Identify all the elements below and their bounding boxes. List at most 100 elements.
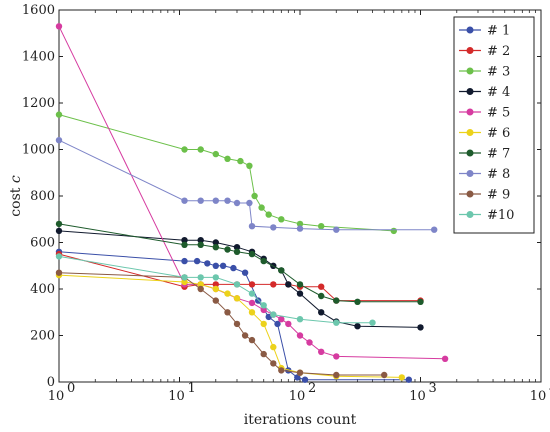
legend-label: # 1 bbox=[487, 24, 510, 39]
data-point bbox=[333, 371, 340, 379]
data-point bbox=[55, 111, 63, 118]
data-point bbox=[241, 332, 249, 339]
y-tick-label: 1600 bbox=[22, 3, 55, 18]
data-point bbox=[181, 278, 188, 286]
x-axis-label: iterations count bbox=[244, 412, 357, 428]
data-point bbox=[318, 309, 325, 316]
data-point bbox=[197, 274, 204, 281]
data-point bbox=[318, 223, 325, 230]
data-point bbox=[285, 367, 292, 374]
legend-label: # 3 bbox=[487, 65, 510, 80]
data-point bbox=[248, 336, 256, 344]
data-point bbox=[248, 281, 256, 288]
data-point bbox=[55, 269, 63, 276]
data-point bbox=[212, 262, 219, 269]
data-point bbox=[285, 281, 292, 288]
series-7 bbox=[55, 220, 424, 305]
legend-item: # 8 bbox=[459, 167, 510, 182]
data-point bbox=[318, 283, 325, 290]
data-point bbox=[204, 260, 211, 267]
data-point bbox=[301, 376, 309, 383]
data-point bbox=[296, 281, 304, 288]
data-point bbox=[197, 146, 204, 153]
data-point bbox=[197, 285, 204, 293]
x-tick-exponent: 1 bbox=[188, 381, 196, 396]
y-tick-label: 400 bbox=[30, 282, 55, 297]
y-tick-label: 1000 bbox=[22, 143, 55, 158]
legend-swatch-marker bbox=[466, 88, 474, 95]
y-axis-label-text: cost bbox=[8, 183, 24, 217]
data-point bbox=[398, 374, 405, 381]
data-point bbox=[270, 343, 277, 351]
legend-swatch-marker bbox=[466, 190, 474, 198]
data-point bbox=[278, 216, 285, 223]
data-point bbox=[369, 319, 376, 326]
x-tick-label: 10 bbox=[289, 389, 306, 404]
data-point bbox=[354, 323, 361, 330]
data-point bbox=[212, 274, 219, 281]
data-point bbox=[296, 316, 304, 323]
data-point bbox=[431, 226, 438, 233]
y-tick-label: 1200 bbox=[22, 96, 55, 111]
data-point bbox=[260, 257, 267, 265]
data-point bbox=[224, 290, 231, 297]
legend-item: # 2 bbox=[459, 44, 510, 59]
legend-swatch-marker bbox=[466, 129, 474, 136]
data-point bbox=[224, 155, 231, 162]
x-tick-label: 10 bbox=[168, 389, 185, 404]
data-point bbox=[233, 248, 241, 255]
data-point bbox=[260, 320, 267, 328]
data-point bbox=[318, 292, 325, 300]
y-tick-label: 200 bbox=[30, 329, 55, 344]
data-point bbox=[248, 290, 256, 297]
data-point bbox=[333, 297, 340, 304]
x-tick-label: 10 bbox=[530, 389, 547, 404]
legend-item: # 5 bbox=[459, 106, 510, 121]
data-point bbox=[260, 302, 267, 309]
data-point bbox=[248, 250, 256, 258]
data-point bbox=[306, 339, 313, 346]
y-axis-label: cost c bbox=[8, 175, 24, 217]
data-point bbox=[212, 285, 219, 293]
data-point bbox=[212, 244, 219, 251]
data-point bbox=[241, 269, 249, 276]
legend-item: # 1 bbox=[459, 24, 510, 39]
data-point bbox=[270, 224, 277, 231]
legend-label: # 7 bbox=[487, 147, 510, 162]
data-point bbox=[390, 227, 397, 235]
data-point bbox=[274, 320, 281, 328]
data-point bbox=[296, 225, 304, 232]
legend-swatch-marker bbox=[466, 67, 474, 75]
legend-swatch-marker bbox=[466, 170, 474, 177]
legend-item: # 9 bbox=[459, 188, 510, 203]
data-point bbox=[260, 306, 267, 314]
data-point bbox=[278, 367, 285, 374]
data-point bbox=[55, 23, 63, 30]
data-point bbox=[258, 204, 265, 211]
data-point bbox=[318, 348, 325, 355]
data-point bbox=[248, 223, 256, 230]
data-point bbox=[255, 297, 262, 304]
y-axis-label-variable: c bbox=[8, 175, 24, 183]
data-point bbox=[333, 226, 340, 233]
series-3 bbox=[55, 111, 397, 235]
legend-box bbox=[453, 16, 535, 234]
data-point bbox=[55, 253, 63, 260]
x-tick-exponent: 3 bbox=[429, 381, 437, 396]
data-point bbox=[333, 319, 340, 326]
data-point bbox=[181, 146, 188, 153]
legend-swatch-marker bbox=[466, 47, 474, 54]
legend-label: # 8 bbox=[487, 167, 510, 182]
data-point bbox=[246, 162, 253, 169]
data-point bbox=[212, 197, 219, 204]
data-point bbox=[248, 309, 256, 316]
legend: # 1 # 2 # 3 # 4 # 5 # 6 # 7 # 8 # 9 #10 bbox=[453, 16, 535, 234]
data-point bbox=[233, 281, 241, 288]
data-point bbox=[181, 257, 188, 265]
y-tick-label: 800 bbox=[30, 189, 55, 204]
x-tick-exponent: 2 bbox=[308, 381, 316, 396]
data-point bbox=[417, 324, 424, 331]
data-point bbox=[270, 311, 277, 318]
data-point bbox=[181, 237, 188, 244]
series-9 bbox=[55, 269, 388, 379]
